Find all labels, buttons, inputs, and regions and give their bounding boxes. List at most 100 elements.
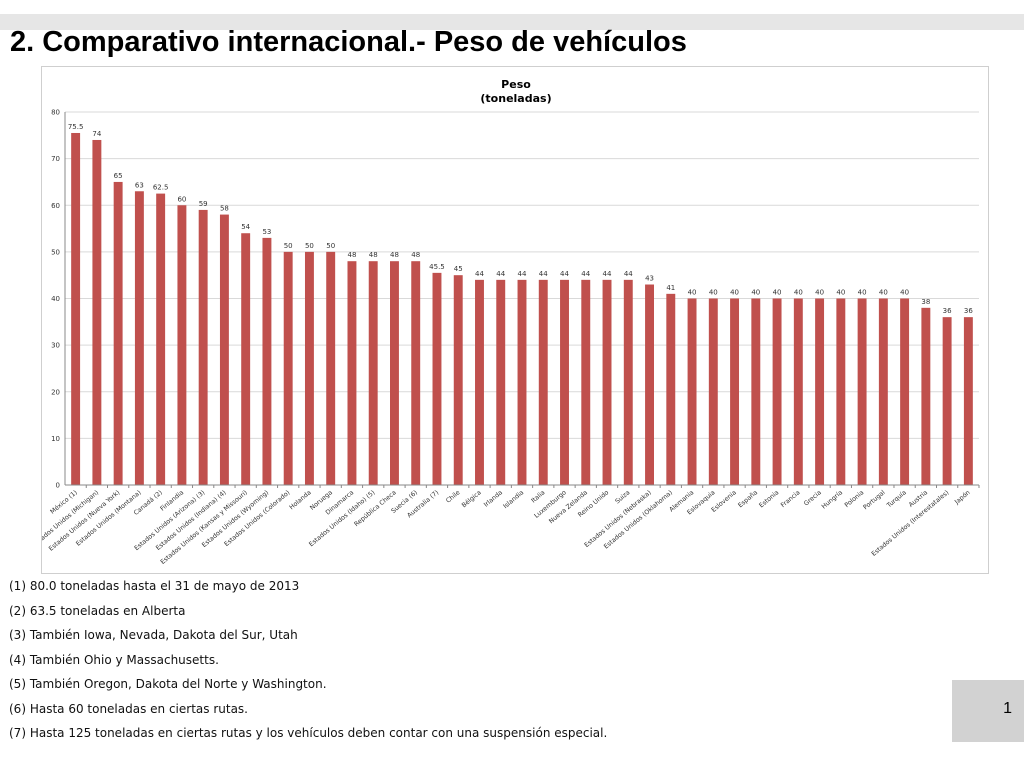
bar [198, 209, 208, 485]
data-label: 40 [815, 289, 824, 297]
x-category-label: Islandia [502, 489, 525, 510]
data-label: 44 [475, 270, 484, 278]
chart-title: Peso [501, 78, 531, 91]
chart-frame: Peso (toneladas) 75.5 74 65 63 62.5 60 59 58 54 5… [41, 66, 989, 574]
data-label: 38 [921, 298, 930, 306]
bar [602, 279, 612, 485]
data-label: 50 [305, 242, 314, 250]
data-label: 59 [199, 200, 208, 208]
data-label: 40 [879, 289, 888, 297]
data-label: 50 [284, 242, 293, 250]
bar [326, 251, 336, 485]
data-label: 40 [773, 289, 782, 297]
data-label: 44 [581, 270, 590, 278]
bar [241, 233, 251, 485]
data-label: 60 [177, 195, 186, 203]
bar [708, 298, 718, 485]
bar [560, 279, 569, 485]
x-category-label: Estados Unidos (Interestatales) [870, 489, 950, 558]
x-category-label: España [737, 489, 759, 509]
data-label: 48 [369, 251, 378, 259]
footnote: (7) Hasta 125 toneladas en ciertas rutas… [9, 726, 608, 740]
bar [432, 272, 442, 485]
bar [900, 298, 910, 485]
bar [134, 191, 144, 485]
data-label: 36 [964, 307, 973, 315]
bar [411, 261, 421, 485]
data-label: 50 [326, 242, 335, 250]
bar [156, 193, 166, 485]
bar [772, 298, 782, 485]
data-label: 53 [262, 228, 271, 236]
footnote: (3) También Iowa, Nevada, Dakota del Sur… [9, 628, 298, 642]
x-category-label: Chile [445, 489, 462, 505]
x-category-label: Japón [952, 488, 971, 506]
bar [581, 279, 591, 485]
footnote: (1) 80.0 toneladas hasta el 31 de mayo d… [9, 579, 300, 593]
bar [262, 237, 272, 485]
footnote: (6) Hasta 60 toneladas en ciertas rutas. [9, 701, 248, 716]
data-label: 40 [836, 289, 845, 297]
bar [666, 293, 676, 485]
data-label: 40 [794, 289, 803, 297]
footnote: (2) 63.5 toneladas en Alberta [9, 603, 186, 618]
data-label: 40 [688, 289, 697, 297]
y-tick-label: 80 [51, 109, 60, 117]
data-label: 48 [390, 251, 399, 259]
slide-title: 2. Comparativo internacional.- Peso de v… [10, 26, 687, 58]
data-label: 40 [858, 289, 867, 297]
data-label: 62.5 [153, 184, 169, 192]
data-label: 40 [709, 289, 718, 297]
bar [687, 298, 697, 485]
bar [475, 279, 484, 485]
bar [942, 317, 952, 485]
bar [921, 307, 931, 485]
y-tick-label: 60 [51, 202, 60, 210]
bar [177, 205, 187, 485]
bar [645, 284, 654, 485]
data-label: 44 [560, 270, 569, 278]
x-category-label: Estonia [758, 489, 780, 509]
data-label: 44 [496, 270, 505, 278]
data-label: 54 [241, 223, 250, 231]
x-category-label: Suiza [614, 489, 632, 505]
bar [219, 214, 229, 485]
y-tick-label: 50 [51, 248, 60, 256]
y-tick-label: 20 [51, 388, 60, 396]
bar [283, 251, 293, 485]
x-category-label: Portugal [862, 489, 887, 511]
y-tick-label: 0 [56, 482, 60, 490]
top-band [0, 14, 1024, 30]
x-category-label: Francia [780, 489, 802, 509]
data-label: 75.5 [68, 123, 84, 131]
bar [815, 298, 825, 485]
data-label: 36 [943, 307, 952, 315]
bar [878, 298, 888, 485]
x-category-label: Irlanda [483, 489, 504, 509]
data-label: 44 [518, 270, 527, 278]
data-label: 44 [539, 270, 548, 278]
data-label: 41 [666, 284, 675, 292]
bar [751, 298, 761, 485]
bar [368, 261, 378, 485]
data-label: 45.5 [429, 263, 445, 271]
bar [71, 132, 81, 485]
data-label: 58 [220, 205, 229, 213]
bar-chart: Peso (toneladas) 75.5 74 65 63 62.5 60 59 58 54 5… [42, 78, 980, 566]
bar [390, 261, 399, 485]
bar [836, 298, 846, 485]
x-category-label: Bélgica [460, 488, 483, 509]
bar [730, 298, 740, 485]
bar [347, 261, 357, 485]
data-label: 48 [347, 251, 356, 259]
bar [496, 279, 506, 485]
page-number: 1 [1003, 700, 1012, 717]
bar [538, 279, 548, 485]
x-category-label: Turquía [884, 488, 908, 510]
data-label: 44 [624, 270, 633, 278]
data-label: 40 [730, 289, 739, 297]
data-label: 44 [603, 270, 612, 278]
bar [92, 139, 102, 485]
data-label: 40 [900, 289, 909, 297]
bar [963, 317, 973, 485]
